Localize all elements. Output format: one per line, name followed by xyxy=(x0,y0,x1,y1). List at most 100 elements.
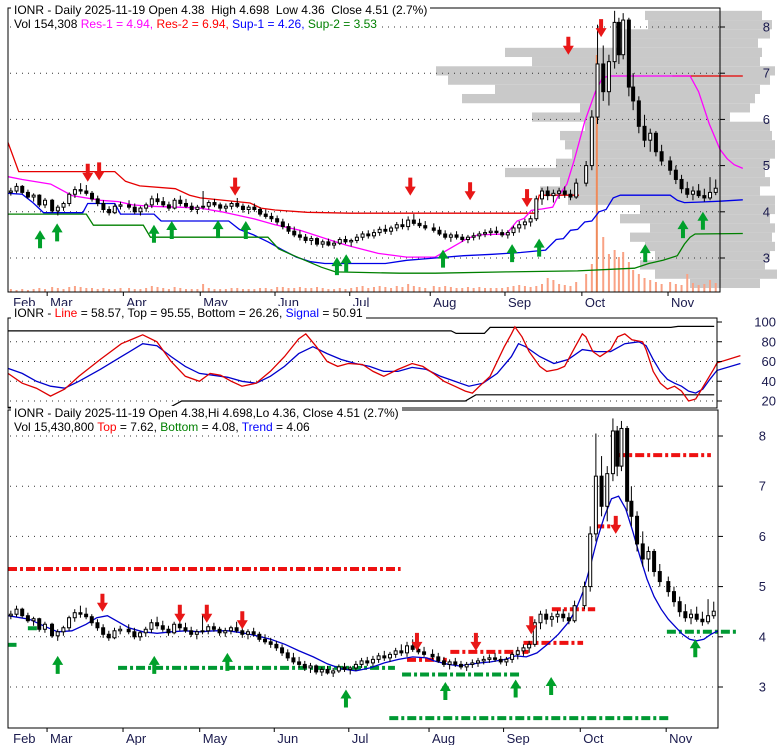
candle-body xyxy=(371,232,376,237)
volume-profile-bar xyxy=(572,149,775,159)
volume-bar xyxy=(512,286,515,292)
oscillator-panel-header: IONR - Line = 58.57, Top = 95.55, Bottom… xyxy=(11,306,366,320)
volume-bar xyxy=(196,289,199,292)
sell-signal-arrow-icon xyxy=(82,163,94,182)
volume-bar xyxy=(697,285,700,292)
volume-bar xyxy=(128,288,131,292)
volume-bar xyxy=(703,284,706,292)
buy-signal-arrow-icon xyxy=(212,220,224,239)
volume-bar xyxy=(298,287,301,292)
volume-bar xyxy=(338,288,341,292)
volume-bar xyxy=(691,283,694,292)
candle-body xyxy=(353,663,358,669)
candle-body xyxy=(640,543,645,560)
candle-body xyxy=(400,224,405,228)
month-label: May xyxy=(203,731,228,745)
volume-bar xyxy=(585,274,588,292)
volume-profile-bar xyxy=(540,186,760,196)
candle-body xyxy=(702,195,707,199)
volume-bar xyxy=(438,287,441,292)
y-axis-label: 3 xyxy=(763,251,770,266)
volume-bar xyxy=(529,287,532,292)
candle-body xyxy=(211,626,216,630)
volume-bar xyxy=(472,288,475,292)
volume-bar xyxy=(595,55,598,292)
oscillator-panel: 100 80 60 40 20 xyxy=(7,315,776,409)
volume-bar xyxy=(73,286,76,292)
candle-body xyxy=(223,630,228,634)
candle-body xyxy=(538,613,543,624)
volume-bar xyxy=(622,252,625,292)
buy-signal-arrow-icon xyxy=(340,254,352,273)
volume-bar xyxy=(709,280,712,292)
volume-bar xyxy=(26,290,29,292)
candle-body xyxy=(653,132,658,153)
candle-body xyxy=(149,198,154,206)
buy-signal-arrow-icon xyxy=(166,221,178,240)
volume-profile-bar xyxy=(640,260,765,270)
volume-bar xyxy=(361,286,364,292)
volume-bar xyxy=(9,289,12,292)
candle-body xyxy=(387,653,392,659)
candle-body xyxy=(636,100,641,127)
candle-body xyxy=(411,219,416,224)
volume-bar xyxy=(287,288,290,292)
candle-body xyxy=(436,656,441,662)
volume-bar xyxy=(145,288,148,292)
candle-body xyxy=(166,204,171,209)
candle-body xyxy=(25,615,30,622)
candle-body xyxy=(447,661,452,665)
candle-body xyxy=(349,239,354,243)
candle-body xyxy=(366,233,371,237)
month-label: Sep xyxy=(508,295,531,310)
candle-body xyxy=(112,205,117,214)
candle-body xyxy=(557,190,562,194)
volume-bar xyxy=(546,278,549,292)
candle-body xyxy=(308,665,313,669)
candle-body xyxy=(72,189,77,195)
month-label: Aug xyxy=(432,731,455,745)
volume-bar xyxy=(449,287,452,292)
candle-body xyxy=(437,229,442,235)
buy-signal-arrow-icon xyxy=(148,224,160,243)
candle-body xyxy=(545,190,550,197)
candle-body xyxy=(195,206,200,210)
candle-body xyxy=(685,188,690,195)
volume-bar xyxy=(643,278,646,292)
candle-body xyxy=(84,613,89,618)
indicator-line-top-band xyxy=(8,325,715,334)
month-label: Nov xyxy=(669,731,693,745)
candle-body xyxy=(589,116,594,167)
sell-signal-arrow-icon xyxy=(562,36,574,55)
candle-body xyxy=(700,618,705,623)
buy-signal-arrow-icon xyxy=(221,652,233,671)
buy-signal-arrow-icon xyxy=(437,249,449,268)
candle-body xyxy=(423,225,428,229)
volume-profile-bar xyxy=(620,29,770,39)
candle-body xyxy=(155,198,160,203)
candle-body xyxy=(606,61,611,93)
candle-body xyxy=(568,193,573,198)
month-label: Jun xyxy=(277,731,298,745)
volume-bar xyxy=(563,285,566,292)
candle-body xyxy=(510,653,515,660)
volume-profile-bar xyxy=(580,103,750,113)
indicator-line-sup-2 xyxy=(8,213,743,274)
buy-signal-arrow-icon xyxy=(439,681,451,700)
volume-profile-bar xyxy=(565,140,775,150)
volume-profile-bar xyxy=(560,177,770,187)
volume-bar xyxy=(461,288,464,292)
top-panel-title: IONR - Daily 2025-11-19 Open 4.38 High 4… xyxy=(11,3,431,17)
volume-bar xyxy=(113,289,116,292)
candle-body xyxy=(619,427,624,467)
volume-bar xyxy=(213,289,216,292)
candle-body xyxy=(422,651,427,655)
candle-body xyxy=(280,221,285,228)
candle-body xyxy=(201,205,206,208)
candle-body xyxy=(584,165,589,184)
candle-body xyxy=(274,643,279,649)
sell-signal-arrow-icon xyxy=(96,593,108,612)
candle-body xyxy=(511,227,516,234)
y-axis-label: 8 xyxy=(759,429,766,444)
candle-body xyxy=(183,627,188,632)
